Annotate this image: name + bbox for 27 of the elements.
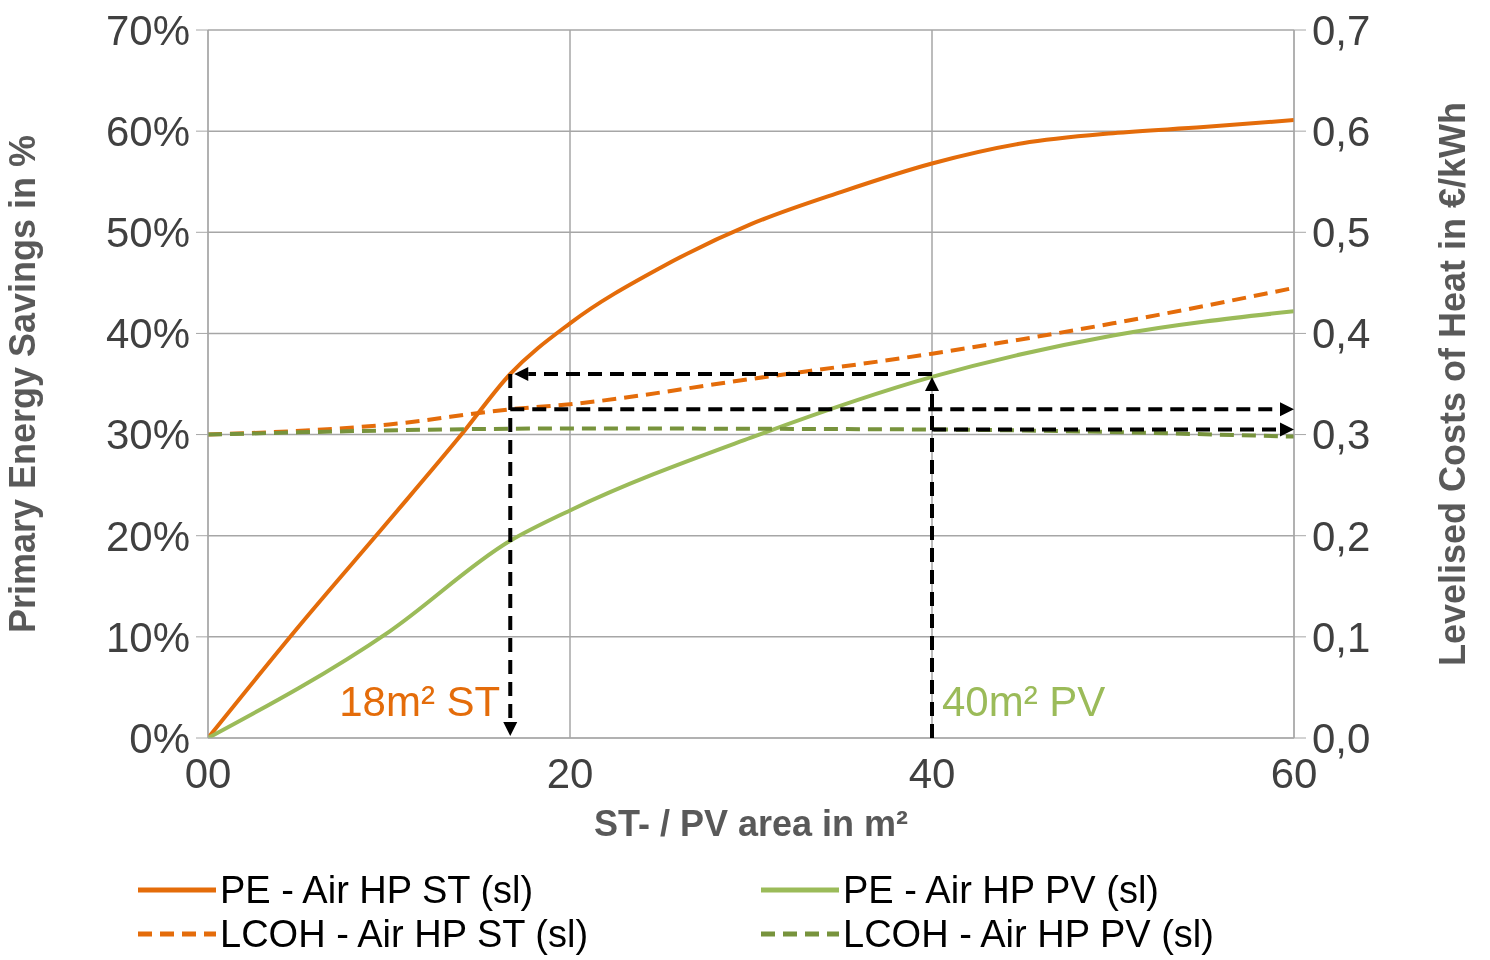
annotation: 18m² ST xyxy=(339,678,501,725)
y-tick-label: 70% xyxy=(105,6,190,54)
legend-label: LCOH - Air HP PV (sl) xyxy=(843,912,1214,956)
x-axis-title: ST- / PV area in m² xyxy=(593,802,909,844)
y-tick-label: 20% xyxy=(105,512,190,560)
y2-tick-label: 0,2 xyxy=(1312,512,1371,560)
y2-tick-label: 0,7 xyxy=(1312,6,1371,54)
y-axis-title: Primary Energy Savings in % xyxy=(1,134,43,634)
y2-tick-label: 0,3 xyxy=(1312,411,1371,459)
y-tick-label: 50% xyxy=(105,209,190,257)
legend-label: LCOH - Air HP ST (sl) xyxy=(220,912,589,956)
y-tick-label: 30% xyxy=(105,411,190,459)
y2-tick-label: 0,6 xyxy=(1312,108,1371,156)
y2-tick-label: 0,5 xyxy=(1312,209,1371,257)
legend-label: PE - Air HP PV (sl) xyxy=(843,868,1160,912)
y-tick-label: 40% xyxy=(105,310,190,358)
y2-tick-label: 0,1 xyxy=(1312,613,1371,661)
y2-axis-title: Levelised Costs of Heat in €/kWh xyxy=(1431,101,1473,667)
y-tick-label: 60% xyxy=(105,108,190,156)
y2-tick-label: 0,4 xyxy=(1312,310,1371,358)
y-tick-label: 0% xyxy=(129,714,190,762)
x-tick-label: 20 xyxy=(546,749,594,797)
annotation: 40m² PV xyxy=(942,678,1106,725)
y-tick-label: 10% xyxy=(105,613,190,661)
x-tick-label: 40 xyxy=(908,749,956,797)
legend-label: PE - Air HP ST (sl) xyxy=(220,868,534,912)
y2-tick-label: 0,0 xyxy=(1312,714,1371,762)
